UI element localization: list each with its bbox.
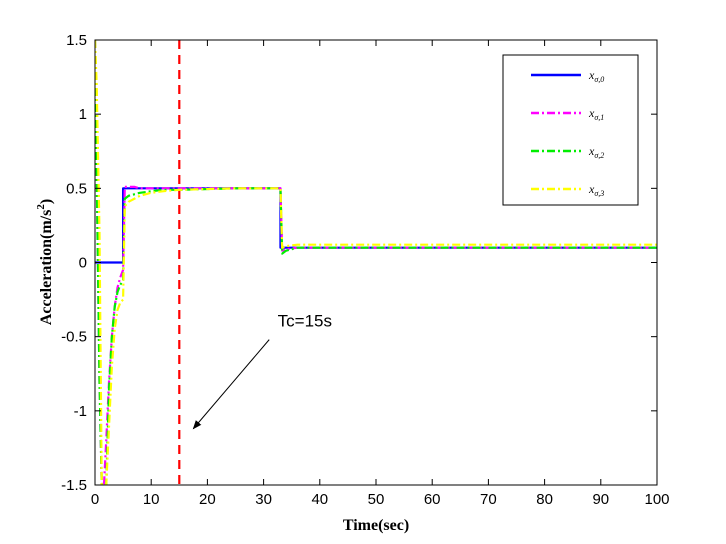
x-tick-label-6: 60 (424, 491, 441, 508)
x-tick-label-2: 20 (199, 491, 216, 508)
legend-label-main-3: x (588, 182, 595, 196)
y-axis-title-close: ) (38, 199, 55, 204)
plot-area (95, 40, 657, 485)
legend-label-0: xσ,0 (588, 68, 604, 84)
series-group (95, 40, 657, 485)
x-tick-label-7: 70 (480, 491, 497, 508)
legend-label-3: xσ,3 (588, 182, 604, 198)
y-axis-title-superscript: 2 (35, 204, 47, 210)
y-tick-label-2: -0.5 (61, 329, 87, 346)
x-tick-label-8: 80 (536, 491, 553, 508)
legend: xσ,0xσ,1xσ,2xσ,3 (502, 54, 639, 206)
annotation-arrow (192, 339, 270, 430)
y-tick-label-1: -1 (74, 403, 87, 420)
legend-box (502, 54, 639, 206)
annotation: Tc=15s (192, 311, 332, 430)
legend-label-main-1: x (588, 106, 595, 120)
y-tick-label-0: -1.5 (61, 477, 87, 494)
y-tick-label-3: 0 (79, 255, 87, 272)
legend-label-subscript-3: σ,3 (594, 189, 604, 198)
x-tick-label-3: 30 (255, 491, 272, 508)
legend-label-subscript-2: σ,2 (594, 151, 604, 160)
series-line-3 (95, 40, 657, 485)
legend-label-main-2: x (588, 144, 595, 158)
y-axis-title: Acceleration(m/s2) (35, 199, 55, 325)
y-axis-title-group: Acceleration(m/s2) (35, 199, 55, 325)
legend-label-2: xσ,2 (588, 144, 604, 160)
y-tick-label-6: 1.5 (66, 32, 87, 49)
legend-label-main-0: x (588, 68, 595, 82)
x-tick-label-5: 50 (368, 491, 385, 508)
series-line-1 (95, 40, 657, 485)
axes-ticks: 0 10 20 30 40 50 60 70 80 90 100 -1.5 -1 -0.5 0 0.5 1 1.5 (61, 32, 669, 508)
legend-label-1: xσ,1 (588, 106, 604, 122)
y-tick-label-5: 1 (79, 106, 87, 123)
x-tick-label-1: 10 (143, 491, 160, 508)
annotation-text: Tc=15s (278, 311, 332, 330)
x-tick-label-9: 90 (592, 491, 609, 508)
x-axis-title: Time(sec) (343, 517, 409, 534)
x-tick-label-4: 40 (311, 491, 328, 508)
x-tick-label-10: 100 (644, 491, 669, 508)
legend-label-subscript-0: σ,0 (594, 75, 604, 84)
legend-label-subscript-1: σ,1 (594, 113, 604, 122)
y-tick-label-4: 0.5 (66, 180, 87, 197)
series-line-2 (95, 40, 657, 485)
y-axis-title-main: Acceleration(m/s (38, 210, 55, 326)
x-tick-label-0: 0 (91, 491, 99, 508)
